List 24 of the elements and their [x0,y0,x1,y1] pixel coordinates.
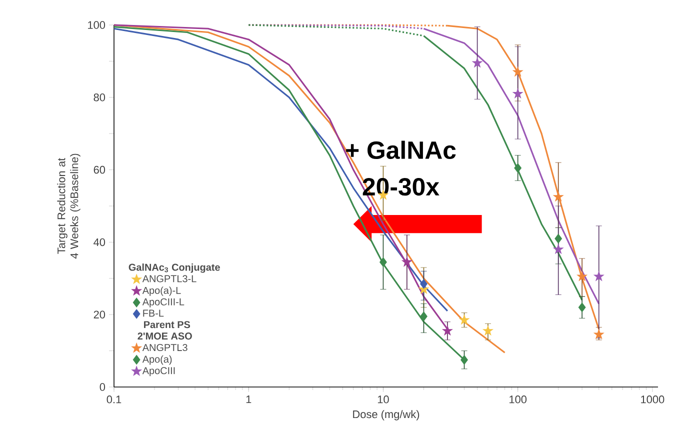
y-tick-label: 100 [88,21,106,29]
legend-label: Apo(a) [142,355,172,365]
annotation: Parent PS [144,321,190,328]
x-tick-label: 1000 [641,396,664,404]
x-axis-title: Dose (mg/wk) [353,410,420,420]
x-tick-label: 1 [246,396,252,404]
legend-label: ApoCIII-L [142,298,184,308]
y-axis-title: Target Reduction at 4 Weeks (%Baseline) [57,154,80,259]
annotation: 2'MOE ASO [138,332,192,340]
annotation: GalNAc$_{3}$ Conjugate [128,263,220,273]
legend-label: Apo(a)-L [142,286,181,296]
y-tick-label: 80 [94,94,106,102]
y-tick-label: 60 [94,166,106,174]
legend-label: FB-L [143,310,164,317]
legend-label: ANGPTL3-L [142,275,196,282]
x-tick-label: 100 [510,396,527,404]
y-tick-label: 40 [94,238,106,246]
y-tick-label: 20 [94,310,106,318]
x-tick-label: 0.1 [106,396,122,404]
y-tick-label: 0 [100,383,106,391]
legend-label: ApoCIII [142,367,175,376]
x-tick-label: 10 [378,396,389,404]
annotation: + GalNAc [346,140,456,160]
legend-label: ANGPTL3 [142,344,188,352]
